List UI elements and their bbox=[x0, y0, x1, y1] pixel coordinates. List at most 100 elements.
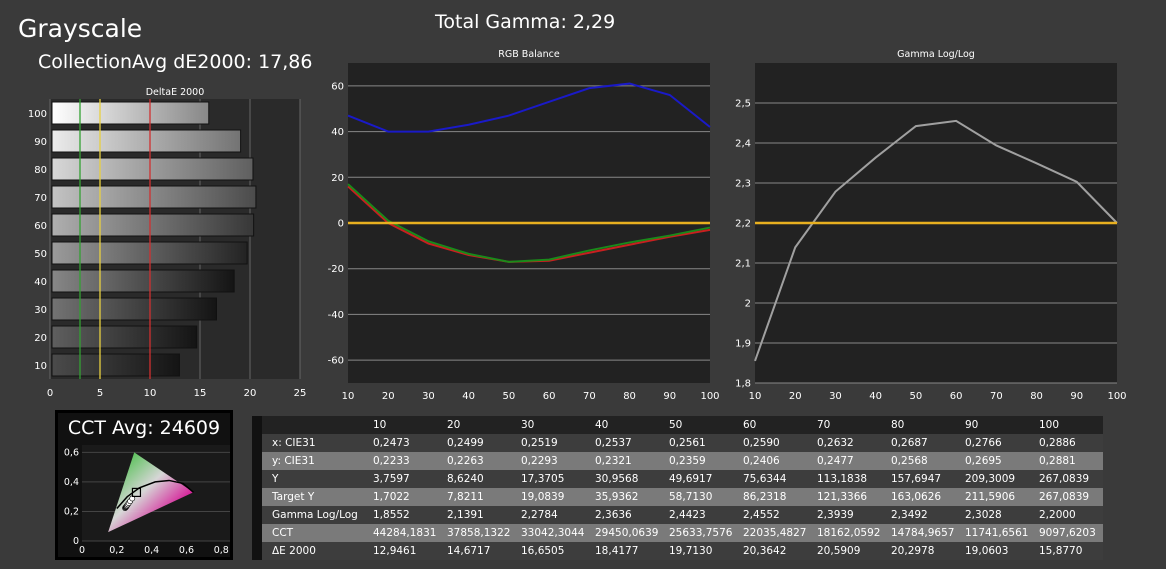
table-cell: 211,5906 bbox=[955, 488, 1029, 506]
y-tick-label: 2,2 bbox=[735, 219, 751, 230]
table-cell: 0,2477 bbox=[807, 452, 881, 470]
rgb-balance-chart: RGB Balance -60 -40 -20 0 20 40 60 10 20 30 40 50 60 7… bbox=[328, 49, 720, 402]
table-cell: 0,2263 bbox=[437, 452, 511, 470]
table-cell: 1,8552 bbox=[363, 506, 437, 524]
table-cell: 2,2784 bbox=[511, 506, 585, 524]
y-tick-label: 2,4 bbox=[735, 139, 751, 150]
x-tick-label: 10 bbox=[342, 391, 355, 402]
y-tick-label: 70 bbox=[34, 193, 47, 204]
y-tick-label: 0,6 bbox=[64, 447, 79, 458]
table-cell: 18162,0592 bbox=[807, 524, 881, 542]
table-cell: 113,1838 bbox=[807, 470, 881, 488]
table-row: y: CIE31 0,2233 0,2263 0,2293 0,2321 0,2359 0,… bbox=[252, 452, 1103, 470]
y-tick-label: 0,2 bbox=[64, 506, 79, 517]
table-cell: 0,2687 bbox=[881, 434, 955, 452]
row-label: x: CIE31 bbox=[262, 434, 363, 452]
x-tick-label: 0,6 bbox=[179, 545, 194, 556]
table-cell: 58,7130 bbox=[659, 488, 733, 506]
table-cell: 20,3642 bbox=[733, 542, 807, 560]
x-tick-label: 90 bbox=[1070, 391, 1083, 402]
row-stub bbox=[252, 434, 262, 452]
table-cell: 18,4177 bbox=[585, 542, 659, 560]
table-cell: 0,2519 bbox=[511, 434, 585, 452]
column-header: 90 bbox=[955, 416, 1029, 434]
table-header-row: 10 20 30 40 50 60 70 80 90 100 bbox=[252, 416, 1103, 434]
table-cell: 0,2632 bbox=[807, 434, 881, 452]
row-label: Gamma Log/Log bbox=[262, 506, 363, 524]
deltae-chart: DeltaE 2000 0 5 10 15 20 25 100 90 80 70 60 50 40 30 20… bbox=[28, 87, 306, 399]
y-tick-label: 60 bbox=[34, 221, 47, 232]
series-line-blue bbox=[347, 82, 711, 133]
table-cell: 0,2359 bbox=[659, 452, 733, 470]
series-line-gray bbox=[754, 119, 1118, 362]
table-cell: 19,0603 bbox=[955, 542, 1029, 560]
table-cell: 15,8770 bbox=[1029, 542, 1103, 560]
table-cell: 1,7022 bbox=[363, 488, 437, 506]
table-cell: 0,2886 bbox=[1029, 434, 1103, 452]
row-stub bbox=[252, 542, 262, 560]
x-tick-label: 0,2 bbox=[109, 545, 124, 556]
table-row: Target Y 1,7022 7,8211 19,0839 35,9362 58,713… bbox=[252, 488, 1103, 506]
x-tick-label: 0,8 bbox=[214, 545, 229, 556]
table-cell: 0,2499 bbox=[437, 434, 511, 452]
table-cell: 37858,1322 bbox=[437, 524, 511, 542]
table-row: Gamma Log/Log 1,8552 2,1391 2,2784 2,3636 2,4… bbox=[252, 506, 1103, 524]
x-tick-label: 50 bbox=[910, 391, 923, 402]
table-cell: 2,3636 bbox=[585, 506, 659, 524]
y-tick-label: 40 bbox=[331, 127, 344, 138]
y-tick-label: 100 bbox=[28, 109, 47, 120]
x-tick-label: 60 bbox=[543, 391, 556, 402]
x-tick-label: 30 bbox=[829, 391, 842, 402]
table-cell: 157,6947 bbox=[881, 470, 955, 488]
table-cell: 0,2473 bbox=[363, 434, 437, 452]
x-tick-label: 70 bbox=[583, 391, 596, 402]
x-tick-label: 20 bbox=[244, 388, 257, 399]
table-cell: 86,2318 bbox=[733, 488, 807, 506]
y-tick-label: 40 bbox=[34, 277, 47, 288]
x-tick-label: 10 bbox=[144, 388, 157, 399]
table-cell: 0,2695 bbox=[955, 452, 1029, 470]
column-header: 50 bbox=[659, 416, 733, 434]
x-tick-label: 20 bbox=[789, 391, 802, 402]
row-stub bbox=[252, 452, 262, 470]
x-tick-label: 0 bbox=[79, 545, 85, 556]
column-header: 100 bbox=[1029, 416, 1103, 434]
table-cell: 8,6240 bbox=[437, 470, 511, 488]
table-cell: 14,6717 bbox=[437, 542, 511, 560]
table-cell: 0,2568 bbox=[881, 452, 955, 470]
row-label: CCT bbox=[262, 524, 363, 542]
row-label: y: CIE31 bbox=[262, 452, 363, 470]
x-tick-label: 80 bbox=[623, 391, 636, 402]
x-tick-label: 100 bbox=[1107, 391, 1126, 402]
x-tick-label: 20 bbox=[382, 391, 395, 402]
bar bbox=[51, 129, 242, 153]
x-tick-label: 5 bbox=[97, 388, 103, 399]
table-cell: 33042,3044 bbox=[511, 524, 585, 542]
y-tick-label: 20 bbox=[34, 333, 47, 344]
table-cell: 2,3492 bbox=[881, 506, 955, 524]
table-cell: 267,0839 bbox=[1029, 488, 1103, 506]
column-header: 80 bbox=[881, 416, 955, 434]
y-tick-label: 20 bbox=[331, 173, 344, 184]
y-tick-label: 2,5 bbox=[735, 99, 751, 110]
bar bbox=[51, 185, 257, 209]
y-tick-label: 50 bbox=[34, 249, 47, 260]
x-tick-label: 80 bbox=[1030, 391, 1043, 402]
y-tick-label: 1,8 bbox=[735, 379, 751, 390]
page-title: Grayscale bbox=[18, 14, 143, 43]
table-row: Y 3,7597 8,6240 17,3705 30,9568 49,6917 75,634… bbox=[252, 470, 1103, 488]
table-cell: 0,2321 bbox=[585, 452, 659, 470]
y-tick-label: -20 bbox=[328, 264, 344, 275]
x-tick-label: 100 bbox=[700, 391, 719, 402]
y-tick-label: 2,3 bbox=[735, 179, 751, 190]
bar bbox=[51, 101, 210, 125]
bar bbox=[51, 269, 235, 293]
column-header: 70 bbox=[807, 416, 881, 434]
table-cell: 2,4552 bbox=[733, 506, 807, 524]
table-cell: 20,2978 bbox=[881, 542, 955, 560]
row-label: Target Y bbox=[262, 488, 363, 506]
y-tick-label: 0,4 bbox=[64, 477, 79, 488]
table-cell: 2,3939 bbox=[807, 506, 881, 524]
column-header: 40 bbox=[585, 416, 659, 434]
row-stub bbox=[252, 488, 262, 506]
